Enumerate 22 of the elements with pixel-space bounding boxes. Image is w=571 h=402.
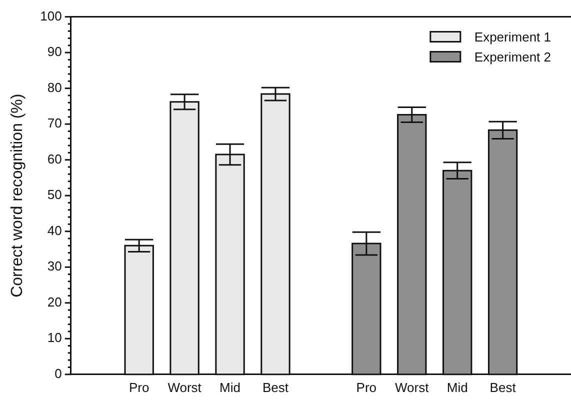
y-tick-label: 90 <box>47 44 62 60</box>
y-tick-label: 80 <box>47 80 62 95</box>
y-tick-label: 10 <box>47 330 62 346</box>
legend-label: Experiment 2 <box>474 49 552 64</box>
x-tick-label: Best <box>262 380 289 395</box>
y-tick-label: 100 <box>40 8 62 24</box>
y-tick-label: 60 <box>47 151 62 166</box>
legend-label: Experiment 1 <box>474 29 552 44</box>
y-tick-label: 20 <box>47 294 62 310</box>
y-tick-label: 0 <box>54 366 62 381</box>
x-tick-label: Mid <box>220 380 240 395</box>
y-axis-title: Correct word recognition (%) <box>9 94 26 298</box>
x-tick-label: Worst <box>395 380 430 395</box>
y-tick-label: 30 <box>47 258 62 274</box>
y-tick-label: 70 <box>47 116 62 131</box>
y-tick-label: 40 <box>47 222 62 238</box>
y-tick-label: 50 <box>47 187 62 202</box>
x-tick-label: Pro <box>128 380 150 395</box>
x-tick-label: Best <box>490 380 516 395</box>
x-tick-label: Worst <box>168 380 202 395</box>
x-tick-label: Mid <box>446 380 468 395</box>
x-tick-label: Pro <box>356 380 377 395</box>
